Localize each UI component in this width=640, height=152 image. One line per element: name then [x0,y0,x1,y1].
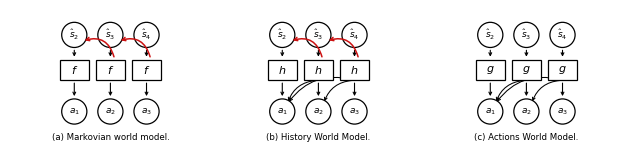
FancyBboxPatch shape [304,60,333,80]
Text: $\hat{s}_3$: $\hat{s}_3$ [313,28,324,42]
Text: $\hat{s}_4$: $\hat{s}_4$ [141,28,152,42]
Text: $a_3$: $a_3$ [349,106,360,117]
Text: $g$: $g$ [522,64,531,76]
Text: $\hat{s}_3$: $\hat{s}_3$ [105,28,116,42]
Text: $f$: $f$ [107,64,114,76]
Circle shape [61,99,87,124]
Circle shape [550,99,575,124]
Circle shape [477,99,503,124]
Text: (a) Markovian world model.: (a) Markovian world model. [52,133,169,142]
Circle shape [514,22,539,47]
Circle shape [477,22,503,47]
Circle shape [342,99,367,124]
Circle shape [269,99,295,124]
Text: $\hat{s}_3$: $\hat{s}_3$ [521,28,532,42]
Circle shape [134,22,159,47]
FancyBboxPatch shape [340,60,369,80]
Text: $f$: $f$ [143,64,150,76]
FancyBboxPatch shape [476,60,504,80]
Text: $h$: $h$ [278,64,287,76]
Circle shape [342,22,367,47]
Text: $g$: $g$ [486,64,495,76]
Text: $h$: $h$ [350,64,358,76]
Circle shape [269,22,295,47]
Text: $a_3$: $a_3$ [557,106,568,117]
FancyBboxPatch shape [268,60,296,80]
Circle shape [550,22,575,47]
Circle shape [61,22,87,47]
Text: (c) Actions World Model.: (c) Actions World Model. [474,133,579,142]
Circle shape [98,22,123,47]
Text: $\hat{s}_4$: $\hat{s}_4$ [349,28,360,42]
Text: $f$: $f$ [70,64,78,76]
Text: $\hat{s}_2$: $\hat{s}_2$ [277,28,287,42]
FancyBboxPatch shape [96,60,125,80]
Circle shape [98,99,123,124]
FancyBboxPatch shape [512,60,541,80]
Text: $h$: $h$ [314,64,323,76]
Text: $a_2$: $a_2$ [105,106,116,117]
Text: (b) History World Model.: (b) History World Model. [266,133,371,142]
Circle shape [306,22,331,47]
Text: $\hat{s}_2$: $\hat{s}_2$ [69,28,79,42]
Text: $a_2$: $a_2$ [313,106,324,117]
Text: $a_3$: $a_3$ [141,106,152,117]
Text: $g$: $g$ [558,64,567,76]
Text: $a_1$: $a_1$ [484,106,496,117]
Circle shape [134,99,159,124]
Text: $a_2$: $a_2$ [521,106,532,117]
Text: $a_1$: $a_1$ [68,106,80,117]
Text: $a_1$: $a_1$ [276,106,288,117]
Circle shape [306,99,331,124]
Circle shape [514,99,539,124]
Text: $\hat{s}_4$: $\hat{s}_4$ [557,28,568,42]
FancyBboxPatch shape [548,60,577,80]
FancyBboxPatch shape [60,60,88,80]
FancyBboxPatch shape [132,60,161,80]
Text: $\hat{s}_2$: $\hat{s}_2$ [485,28,495,42]
